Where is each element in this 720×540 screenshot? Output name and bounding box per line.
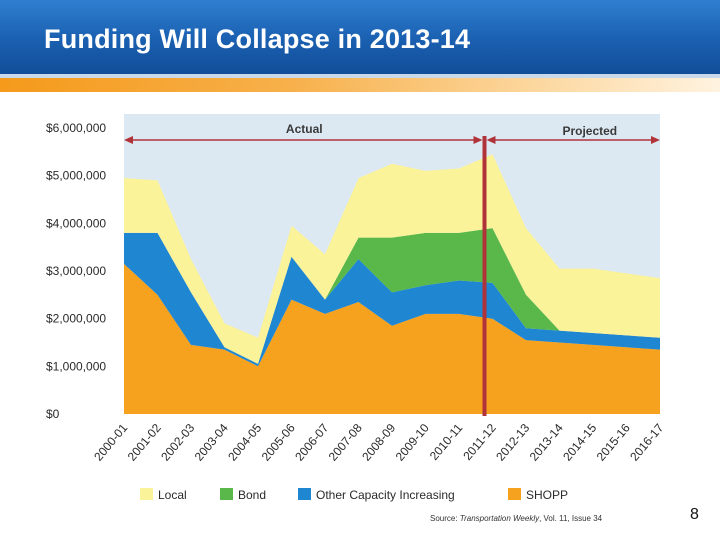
legend-label-local: Local — [158, 488, 187, 502]
y-tick-label: $1,000,000 — [46, 359, 106, 373]
x-tick-label: 2002-03 — [158, 421, 197, 464]
source-prefix: Source: — [430, 514, 460, 523]
x-tick-label: 2001-02 — [125, 421, 164, 464]
x-tick-label: 2006-07 — [292, 421, 331, 464]
source-details: , Vol. 11, Issue 34 — [539, 514, 603, 523]
area-local — [124, 154, 660, 364]
x-tick-label: 2004-05 — [225, 421, 264, 464]
legend-label-bond: Bond — [238, 488, 266, 502]
x-tick-label: 2012-13 — [493, 421, 532, 464]
projected-arrow-head-left — [486, 136, 496, 144]
source-citation: Source: Transportation Weekly, Vol. 11, … — [430, 514, 602, 523]
source-publication: Transportation Weekly — [459, 514, 540, 523]
actual-arrow-head-right — [473, 136, 483, 144]
x-tick-label: 2009-10 — [393, 421, 432, 464]
x-tick-label: 2016-17 — [627, 421, 666, 464]
title-divider-light — [0, 74, 720, 78]
y-tick-label: $4,000,000 — [46, 216, 106, 230]
projected-arrow-head-right — [651, 136, 660, 144]
legend-label-other-capacity-increasing: Other Capacity Increasing — [316, 488, 455, 502]
x-tick-label: 2013-14 — [527, 421, 566, 464]
page-number: 8 — [690, 506, 699, 523]
actual-label: Actual — [286, 122, 323, 136]
x-tick-label: 2015-16 — [594, 421, 633, 464]
page-title: Funding Will Collapse in 2013-14 — [44, 24, 471, 54]
x-tick-label: 2008-09 — [359, 421, 398, 464]
legend-label-shopp: SHOPP — [526, 488, 568, 502]
area-bond — [124, 228, 660, 364]
x-tick-label: 2003-04 — [192, 421, 231, 464]
x-tick-label: 2005-06 — [259, 421, 298, 464]
x-tick-label: 2007-08 — [326, 421, 365, 464]
y-tick-label: $3,000,000 — [46, 264, 106, 278]
y-tick-label: $2,000,000 — [46, 312, 106, 326]
actual-arrow-head-left — [124, 136, 133, 144]
x-tick-label: 2011-12 — [460, 421, 499, 463]
area-shopp — [124, 263, 660, 414]
projected-label: Projected — [562, 124, 617, 138]
legend-swatch-shopp — [508, 488, 521, 500]
legend-swatch-bond — [220, 488, 233, 500]
y-tick-label: $6,000,000 — [46, 121, 106, 135]
area-other-capacity-increasing — [124, 232, 660, 367]
title-divider-orange — [0, 78, 720, 92]
x-tick-label: 2014-15 — [560, 421, 599, 464]
y-tick-label: $0 — [46, 407, 60, 421]
x-tick-label: 2000-01 — [91, 421, 130, 464]
title-bar: Funding Will Collapse in 2013-14 — [0, 0, 720, 74]
x-tick-label: 2010-11 — [427, 421, 466, 463]
legend-swatch-other-capacity-increasing — [298, 488, 311, 500]
legend-swatch-local — [140, 488, 153, 500]
y-tick-label: $5,000,000 — [46, 169, 106, 183]
